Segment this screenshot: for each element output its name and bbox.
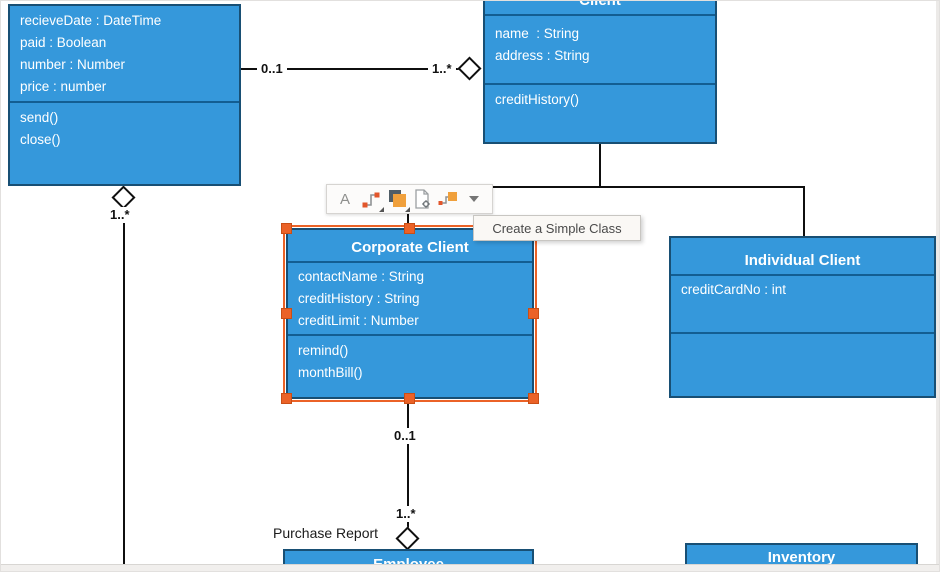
association-line[interactable] (123, 207, 125, 567)
selection-handle[interactable] (281, 223, 292, 234)
create-simple-class-menu-item[interactable]: Create a Simple Class (473, 215, 641, 241)
attribute-row: contactName : String (298, 269, 425, 284)
resource-gear-icon[interactable] (411, 188, 433, 210)
class-title: Client (579, 0, 621, 9)
attribute-row: paid : Boolean (20, 35, 107, 50)
multiplicity-label[interactable]: 1..* (428, 61, 456, 77)
class-shape-icon[interactable] (437, 188, 459, 210)
attributes-compartment: creditCardNo : int (671, 274, 934, 332)
multiplicity-label[interactable]: 1..* (392, 506, 420, 522)
menu-item-label: Create a Simple Class (492, 220, 622, 236)
multiplicity-label[interactable]: 1..* (106, 207, 134, 223)
aggregation-diamond-icon (457, 56, 482, 81)
attribute-row: recieveDate : DateTime (20, 13, 162, 28)
text-tool-glyph: A (339, 190, 350, 208)
methods-compartment (671, 332, 934, 392)
attributes-compartment: name : String address : String (485, 14, 715, 83)
multiplicity-label[interactable]: 0..1 (257, 61, 287, 77)
attribute-row: name : String (495, 26, 580, 41)
class-box-corporate-client[interactable]: Corporate Client contactName : String cr… (286, 228, 534, 399)
text-tool-icon[interactable]: A (334, 188, 356, 210)
class-box-order[interactable]: recieveDate : DateTime paid : Boolean nu… (8, 4, 241, 186)
canvas-right-edge (936, 1, 939, 571)
methods-compartment: remind() monthBill() (288, 334, 532, 384)
attribute-row: creditLimit : Number (298, 313, 419, 328)
attribute-row: creditHistory : String (298, 291, 420, 306)
methods-compartment: send() close() (10, 101, 239, 151)
method-row: send() (20, 110, 59, 125)
inheritance-line[interactable] (803, 186, 805, 236)
selection-handle[interactable] (404, 393, 415, 404)
flyout-corner-icon (378, 207, 384, 212)
multiplicity-label[interactable]: 0..1 (390, 428, 420, 444)
association-line[interactable] (241, 68, 463, 70)
canvas-bottom-edge (1, 564, 939, 571)
floating-toolbar: A (326, 184, 493, 214)
selection-handle[interactable] (281, 308, 292, 319)
connector-tool-icon[interactable] (360, 188, 384, 212)
aggregation-diamond-icon (111, 185, 136, 210)
selection-handle[interactable] (404, 223, 415, 234)
association-name-label[interactable]: Purchase Report (273, 525, 379, 541)
methods-compartment: creditHistory() (485, 83, 715, 111)
method-row: close() (20, 132, 61, 147)
selection-handle[interactable] (281, 393, 292, 404)
attributes-compartment: contactName : String creditHistory : Str… (288, 261, 532, 334)
selection-handle[interactable] (528, 308, 539, 319)
attributes-compartment: recieveDate : DateTime paid : Boolean nu… (10, 6, 239, 101)
aggregation-diamond-icon (395, 526, 420, 551)
class-box-individual-client[interactable]: Individual Client creditCardNo : int (669, 236, 936, 398)
flyout-corner-icon (404, 207, 410, 212)
attribute-row: number : Number (20, 57, 126, 72)
inheritance-line[interactable] (599, 144, 601, 188)
selection-handle[interactable] (528, 393, 539, 404)
attribute-row: creditCardNo : int (681, 282, 787, 297)
method-row: creditHistory() (495, 92, 580, 107)
association-line[interactable] (407, 399, 409, 529)
dropdown-arrow-icon[interactable] (463, 188, 485, 210)
method-row: remind() (298, 343, 349, 358)
class-title: Individual Client (744, 252, 861, 269)
attribute-row: address : String (495, 48, 590, 63)
method-row: monthBill() (298, 365, 363, 380)
class-title: Corporate Client (351, 239, 469, 256)
class-box-client[interactable]: Client name : String address : String cr… (483, 0, 717, 144)
shape-stack-icon[interactable] (386, 188, 410, 212)
attribute-row: price : number (20, 79, 107, 94)
inheritance-line[interactable] (407, 186, 805, 188)
class-title: Inventory (767, 549, 836, 566)
